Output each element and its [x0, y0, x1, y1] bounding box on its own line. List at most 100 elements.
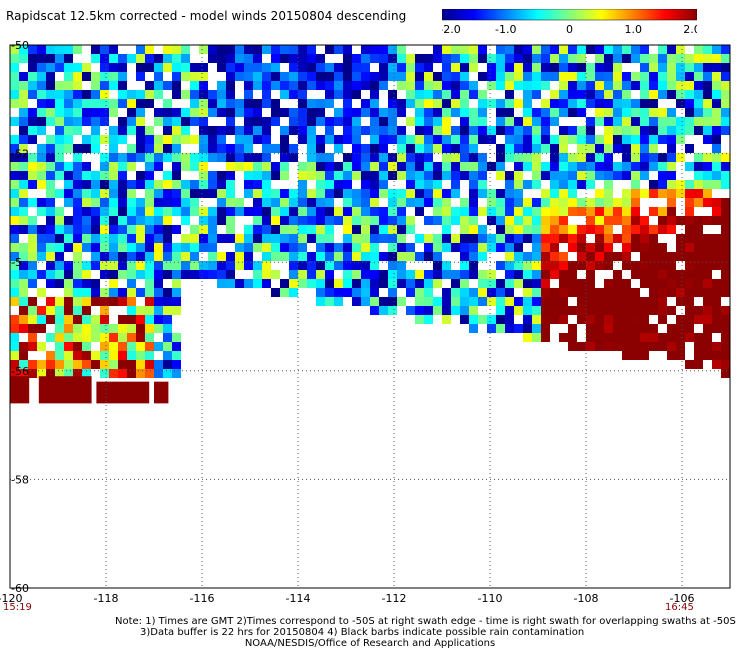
heatmap-cell	[577, 297, 586, 306]
heatmap-cell	[505, 261, 514, 270]
heatmap-cell	[91, 90, 100, 99]
heatmap-cell	[145, 297, 154, 306]
heatmap-cell	[559, 72, 568, 81]
heatmap-cell	[667, 81, 676, 90]
heatmap-cell	[55, 333, 64, 342]
heatmap-cell	[622, 324, 631, 333]
heatmap-cell	[307, 54, 316, 63]
heatmap-cell	[523, 99, 532, 108]
heatmap-cell	[154, 288, 163, 297]
heatmap-cell	[55, 324, 64, 333]
heatmap-cell	[640, 63, 649, 72]
heatmap-cell	[460, 90, 469, 99]
heatmap-cell	[676, 333, 685, 342]
heatmap-cell	[181, 126, 190, 135]
heatmap-cell	[82, 333, 91, 342]
heatmap-cell	[91, 126, 100, 135]
heatmap-cell	[694, 180, 703, 189]
heatmap-cell	[109, 261, 118, 270]
heatmap-cell	[298, 198, 307, 207]
heatmap-cell	[199, 171, 208, 180]
heatmap-cell	[55, 63, 64, 72]
heatmap-cell	[64, 297, 73, 306]
heatmap-cell	[487, 315, 496, 324]
heatmap-cell	[37, 162, 46, 171]
heatmap-cell	[370, 72, 379, 81]
heatmap-cell	[307, 63, 316, 72]
heatmap-cell	[397, 162, 406, 171]
heatmap-cell	[55, 108, 64, 117]
heatmap-cell	[613, 63, 622, 72]
heatmap-cell	[226, 216, 235, 225]
heatmap-cell	[505, 171, 514, 180]
heatmap-cell	[118, 207, 127, 216]
heatmap-cell	[424, 135, 433, 144]
heatmap-cell	[676, 252, 685, 261]
heatmap-cell	[487, 81, 496, 90]
heatmap-cell	[262, 270, 271, 279]
heatmap-cell	[28, 234, 37, 243]
heatmap-cell	[217, 198, 226, 207]
heatmap-cell	[514, 126, 523, 135]
heatmap-cell	[190, 108, 199, 117]
heatmap-cell	[712, 324, 721, 333]
heatmap-cell	[721, 324, 730, 333]
heatmap-cell	[217, 270, 226, 279]
heatmap-cell	[226, 63, 235, 72]
heatmap-cell	[55, 369, 64, 378]
heatmap-cell	[478, 171, 487, 180]
heatmap-cell	[433, 162, 442, 171]
heatmap-cell	[694, 63, 703, 72]
heatmap-cell	[424, 252, 433, 261]
heatmap-cell	[442, 135, 451, 144]
heatmap-cell	[127, 198, 136, 207]
heatmap-cell	[64, 45, 73, 54]
heatmap-cell	[208, 108, 217, 117]
heatmap-cell	[505, 297, 514, 306]
heatmap-cell	[532, 63, 541, 72]
heatmap-cell	[487, 162, 496, 171]
heatmap-cell	[424, 144, 433, 153]
heatmap-cell	[199, 99, 208, 108]
heatmap-cell	[496, 162, 505, 171]
heatmap-cell	[271, 207, 280, 216]
heatmap-cell	[505, 54, 514, 63]
heatmap-cell	[631, 144, 640, 153]
heatmap-cell	[667, 162, 676, 171]
heatmap-cell	[199, 216, 208, 225]
heatmap-cell	[370, 117, 379, 126]
heatmap-cell	[325, 171, 334, 180]
heatmap-cell	[586, 72, 595, 81]
heatmap-cell	[307, 198, 316, 207]
heatmap-cell	[298, 243, 307, 252]
heatmap-cell	[343, 225, 352, 234]
heatmap-cell	[136, 342, 145, 351]
heatmap-cell	[289, 81, 298, 90]
heatmap-cell	[100, 288, 109, 297]
heatmap-cell	[280, 45, 289, 54]
heatmap-cell	[37, 108, 46, 117]
heatmap-cell	[568, 63, 577, 72]
heatmap-cell	[505, 108, 514, 117]
heatmap-cell	[388, 135, 397, 144]
heatmap-cell	[118, 90, 127, 99]
heatmap-cell	[541, 162, 550, 171]
y-tick-label: -60	[11, 582, 29, 595]
heatmap-cell	[181, 63, 190, 72]
heatmap-cell	[388, 270, 397, 279]
heatmap-cell	[109, 189, 118, 198]
heatmap-cell	[127, 243, 136, 252]
heatmap-cell	[613, 45, 622, 54]
heatmap-cell	[622, 144, 631, 153]
heatmap-cell	[235, 63, 244, 72]
heatmap-cell	[91, 234, 100, 243]
heatmap-cell	[316, 234, 325, 243]
heatmap-cell	[451, 171, 460, 180]
heatmap-cell	[721, 63, 730, 72]
heatmap-cell	[667, 216, 676, 225]
heatmap-cell	[712, 360, 721, 369]
heatmap-cell	[640, 117, 649, 126]
heatmap-cell	[451, 288, 460, 297]
heatmap-cell	[523, 225, 532, 234]
heatmap-cell	[118, 252, 127, 261]
